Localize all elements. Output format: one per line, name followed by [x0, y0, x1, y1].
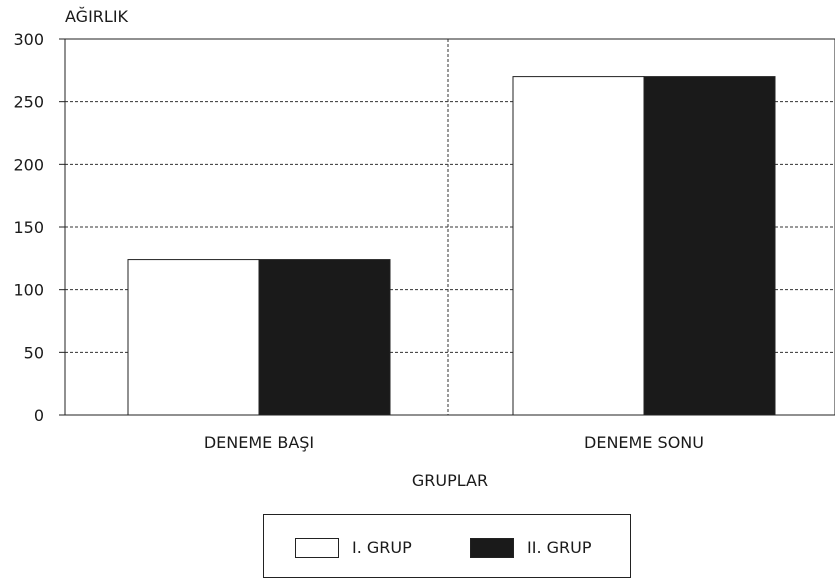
legend-swatch-series-1: [295, 538, 339, 558]
y-tick-label: 250: [13, 93, 44, 112]
bars: [127, 76, 776, 416]
y-axis-label: AĞIRLIK: [65, 7, 129, 26]
y-tick-label: 0: [34, 406, 44, 425]
y-tick-label: 200: [13, 155, 44, 174]
x-tick-label: DENEME BAŞI: [204, 433, 314, 452]
bar-1-2: [512, 76, 645, 416]
legend-swatch-series-2: [470, 538, 514, 558]
x-axis-ticks: DENEME BAŞI DENEME SONU: [204, 433, 704, 452]
legend-item-series-1: I. GRUP: [295, 538, 412, 558]
x-tick-label: DENEME SONU: [584, 433, 704, 452]
legend-label-series-1: I. GRUP: [352, 538, 412, 557]
legend: I. GRUP II. GRUP: [263, 514, 631, 578]
bar-2-2: [643, 76, 776, 416]
x-axis-label: GRUPLAR: [412, 471, 488, 490]
legend-item-series-2: II. GRUP: [470, 538, 591, 558]
y-axis-ticks: 0 50 100 150 200 250 300: [13, 30, 65, 425]
y-tick-label: 50: [24, 343, 44, 362]
legend-label-series-2: II. GRUP: [527, 538, 592, 557]
y-tick-label: 300: [13, 30, 44, 49]
y-tick-label: 150: [13, 218, 44, 237]
y-tick-label: 100: [13, 281, 44, 300]
bar-1-1: [127, 259, 260, 416]
bar-2-1: [258, 259, 391, 416]
